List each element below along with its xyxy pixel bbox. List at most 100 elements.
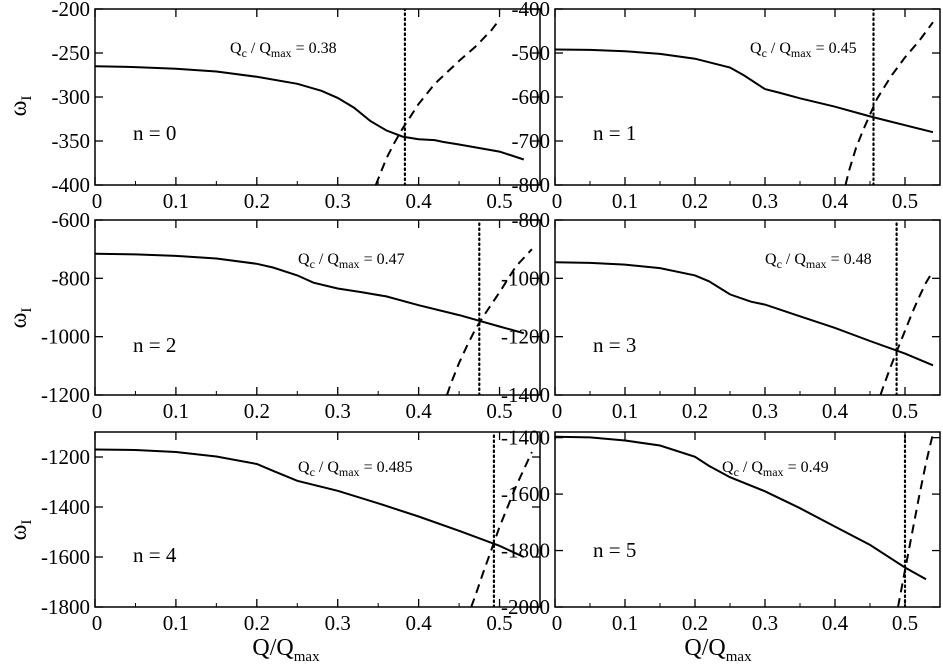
y-tick-label: -800 [512, 173, 551, 197]
x-tick-label: 0 [92, 189, 103, 213]
panel-n-label: n = 4 [133, 543, 177, 567]
x-tick-label: 0.4 [406, 189, 433, 213]
y-tick-label: -1200 [501, 325, 550, 349]
y-tick-label: -1400 [501, 426, 550, 450]
x-tick-label: 0.5 [486, 399, 512, 423]
y-tick-label: -400 [512, 0, 551, 21]
y-tick-label: -1600 [501, 482, 550, 506]
x-tick-label: 0.2 [244, 399, 270, 423]
panel-n3: 0 0.1 0.2 0.3 0.4 0.5 -800 -1000 -1200 -1400 n = 3… [501, 208, 941, 423]
panel-n5: 0 0.1 0.2 0.3 0.4 0.5 -1400 -1600 -1800 -2000 n = … [501, 426, 941, 635]
y-tick-label: -600 [52, 208, 91, 232]
series-solid-line [555, 261, 934, 367]
y-tick-label: -1000 [501, 266, 550, 290]
series-solid-line [95, 252, 525, 335]
y-tick-label: -1400 [41, 495, 90, 519]
y-tick-label: -1800 [501, 539, 550, 563]
panel-n-label: n = 0 [133, 121, 176, 145]
x-tick-label: 0.2 [244, 611, 270, 635]
series-dashed-line [844, 21, 934, 185]
y-tick-label: -700 [512, 129, 551, 153]
panel-n0: 0 0.1 0.2 0.3 0.4 0.5 -200 -250 -300 -350 -400 n = … [52, 0, 541, 213]
qc-annotation: Qc / Qmax = 0.485 [298, 459, 413, 479]
y-tick-label: -600 [512, 85, 551, 109]
x-tick-label: 0.2 [244, 189, 270, 213]
qc-annotation: Qc / Qmax = 0.47 [298, 251, 405, 271]
series-dashed-line [446, 248, 533, 395]
y-tick-label: -500 [512, 41, 551, 65]
x-tick-label: 0.3 [325, 611, 351, 635]
x-tick-label: 0.1 [612, 189, 638, 213]
y-tick-label: -300 [52, 85, 91, 109]
plot-frame [554, 431, 941, 608]
x-tick-label: 0.2 [682, 611, 708, 635]
y-axis-title: ωI [6, 96, 35, 117]
x-tick-label: 0 [552, 189, 563, 213]
series-solid-line [95, 65, 525, 161]
y-tick-label: -400 [52, 173, 91, 197]
y-tick-label: -350 [52, 129, 91, 153]
x-tick-label: 0.2 [682, 189, 708, 213]
plot-frame [94, 8, 541, 186]
qc-annotation: Qc / Qmax = 0.45 [750, 40, 857, 60]
y-tick-label: -2000 [501, 595, 550, 619]
panel-n-label: n = 5 [593, 538, 636, 562]
x-tick-label: 0.5 [486, 189, 512, 213]
x-tick-label: 0.1 [612, 399, 638, 423]
series-dashed-line [470, 451, 533, 607]
x-tick-label: 0.1 [163, 611, 189, 635]
panel-n4: 0 0.1 0.2 0.3 0.4 0.5 -1200 -1400 -1600 -1800 n = … [41, 431, 541, 635]
x-tick-label: 0 [92, 611, 103, 635]
plot-frame [94, 219, 541, 396]
x-tick-label: 0 [552, 399, 563, 423]
series-solid-line [555, 48, 934, 134]
y-tick-label: -1400 [501, 383, 550, 407]
x-tick-label: 0.3 [752, 399, 778, 423]
y-tick-label: -1200 [41, 383, 90, 407]
plot-frame [554, 8, 941, 186]
y-tick-label: -1800 [41, 595, 90, 619]
qc-annotation: Qc / Qmax = 0.38 [230, 40, 337, 60]
x-tick-label: 0.1 [163, 399, 189, 423]
y-axis-title: ωI [6, 520, 35, 541]
y-tick-label: -1200 [41, 445, 90, 469]
series-dashed-line [897, 433, 934, 607]
x-tick-label: 0.1 [163, 189, 189, 213]
x-tick-label: 0.5 [892, 611, 918, 635]
series-dashed-line [374, 18, 501, 185]
x-tick-label: 0.5 [892, 189, 918, 213]
x-tick-label: 0.2 [682, 399, 708, 423]
x-axis-title: Q/Qmax [684, 635, 752, 665]
x-tick-label: 0.3 [752, 611, 778, 635]
series-solid-line [555, 435, 927, 581]
y-tick-label: -800 [512, 208, 551, 232]
qc-annotation: Qc / Qmax = 0.49 [722, 459, 829, 479]
x-tick-label: 0.4 [406, 399, 433, 423]
x-tick-label: 0.4 [822, 189, 849, 213]
plot-frame [554, 219, 941, 396]
y-axis-title: ωI [6, 308, 35, 329]
y-tick-label: -1000 [41, 325, 90, 349]
x-tick-label: 0 [92, 399, 103, 423]
series-dashed-line [879, 270, 934, 395]
x-tick-label: 0.3 [325, 189, 351, 213]
panel-n2: 0 0.1 0.2 0.3 0.4 0.5 -600 -800 -1000 -1200 n = 2 Q… [41, 208, 541, 423]
x-tick-label: 0 [552, 611, 563, 635]
y-tick-label: -800 [52, 266, 91, 290]
x-axis-title: Q/Qmax [252, 635, 320, 665]
x-tick-label: 0.3 [752, 189, 778, 213]
x-tick-label: 0.3 [325, 399, 351, 423]
y-tick-label: -1600 [41, 545, 90, 569]
x-tick-label: 0.4 [822, 611, 849, 635]
x-tick-label: 0.4 [822, 399, 849, 423]
panel-n-label: n = 1 [593, 121, 636, 145]
qc-annotation: Qc / Qmax = 0.48 [765, 251, 872, 271]
x-tick-label: 0.5 [892, 399, 918, 423]
x-tick-label: 0.4 [406, 611, 433, 635]
y-tick-label: -250 [52, 41, 91, 65]
panel-n-label: n = 2 [133, 333, 176, 357]
plot-frame [94, 431, 541, 608]
x-tick-label: 0.1 [612, 611, 638, 635]
series-solid-line [95, 448, 525, 558]
